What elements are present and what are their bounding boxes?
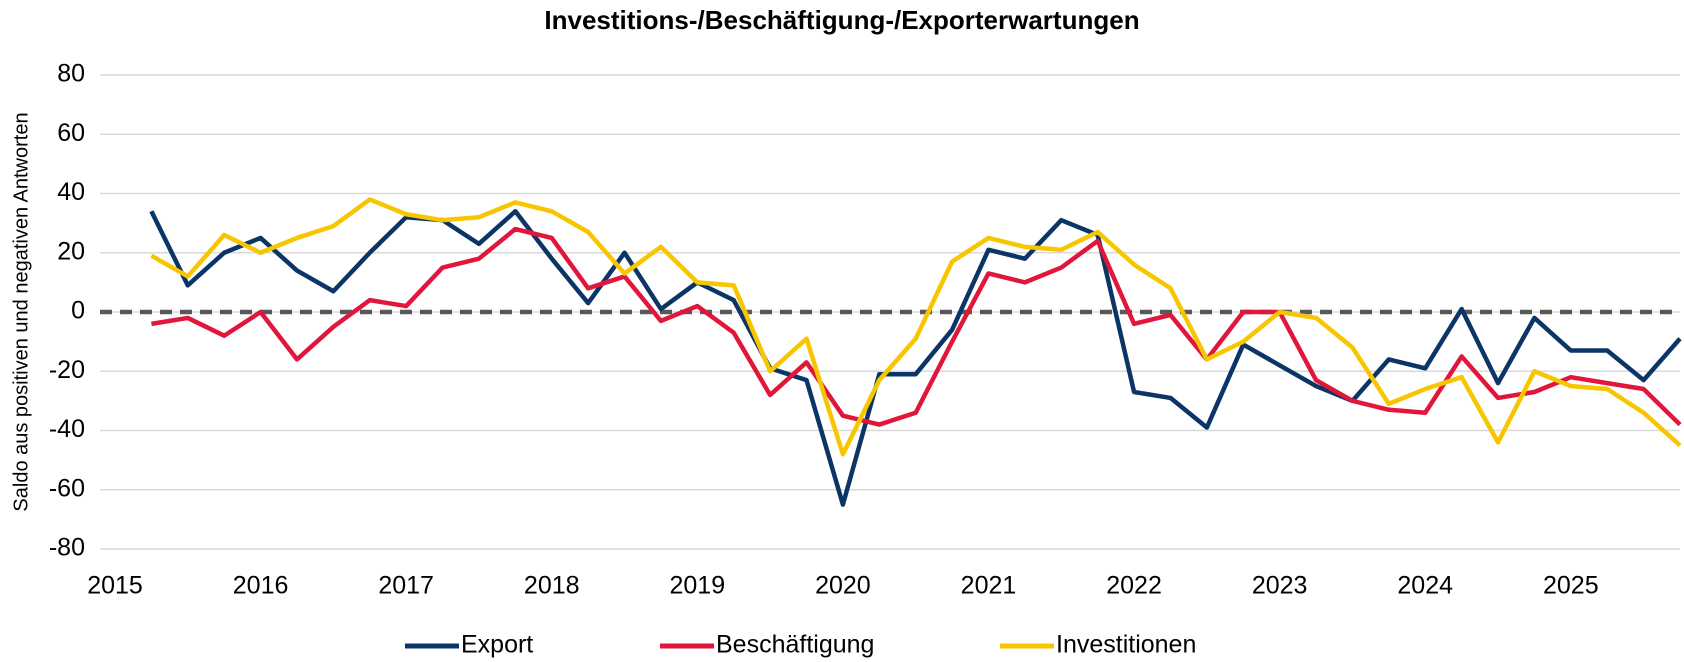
x-tick-label: 2017: [378, 572, 434, 600]
x-tick-label: 2016: [233, 572, 289, 600]
series-line: [151, 226, 1682, 427]
y-tick-label: -80: [49, 534, 85, 562]
x-tick-label: 2020: [815, 572, 871, 600]
chart-title: Investitions-/Beschäftigung-/Exporterwar…: [544, 5, 1139, 35]
y-tick-label: 60: [57, 119, 85, 147]
series-line: [150, 197, 1682, 457]
y-tick-label: -20: [49, 356, 85, 384]
series-line: [149, 209, 1682, 507]
y-tick-label: 80: [57, 60, 85, 88]
y-axis-label: Saldo aus positiven und negativen Antwor…: [10, 112, 32, 511]
y-tick-label: 0: [71, 297, 85, 325]
y-tick-label: -40: [49, 415, 85, 443]
x-tick-label: 2022: [1106, 572, 1162, 600]
y-tick-label: 40: [57, 178, 85, 206]
legend-label: Beschäftigung: [716, 631, 874, 659]
y-tick-label: -60: [49, 474, 85, 502]
x-tick-label: 2019: [670, 572, 726, 600]
legend-label: Export: [461, 631, 533, 659]
x-tick-label: 2023: [1252, 572, 1308, 600]
x-tick-label: 2024: [1397, 572, 1453, 600]
x-tick-label: 2025: [1543, 572, 1599, 600]
x-tick-label: 2018: [524, 572, 580, 600]
y-tick-label: 20: [57, 237, 85, 265]
x-tick-label: 2021: [961, 572, 1017, 600]
legend-label: Investitionen: [1056, 631, 1196, 659]
x-tick-label: 2015: [87, 572, 143, 600]
